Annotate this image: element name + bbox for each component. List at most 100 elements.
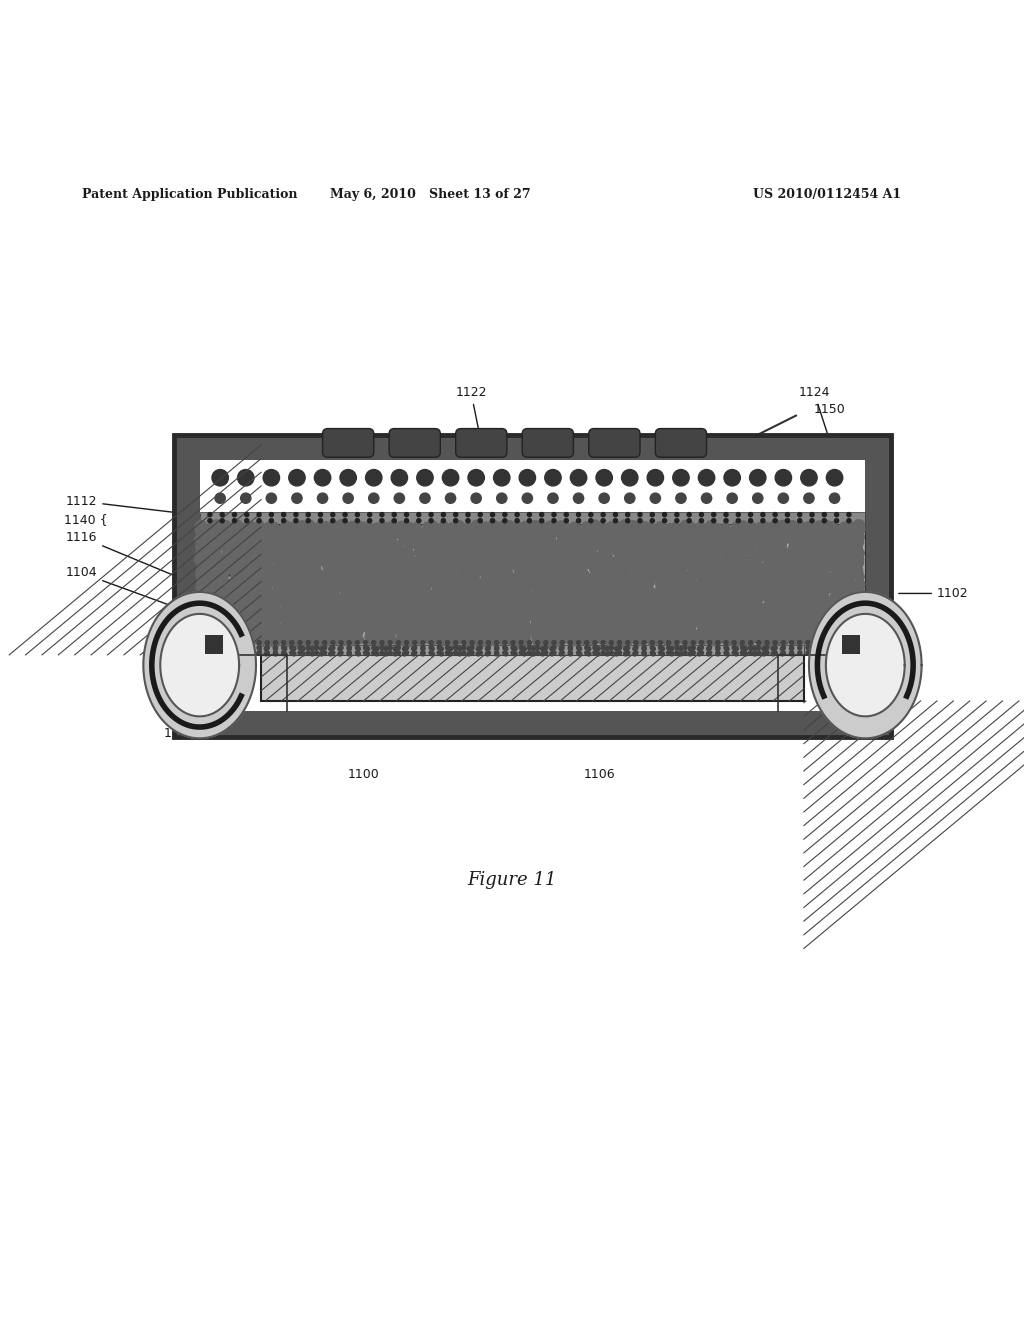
Circle shape bbox=[200, 560, 208, 566]
Circle shape bbox=[723, 535, 732, 544]
Circle shape bbox=[647, 540, 654, 548]
Circle shape bbox=[242, 537, 249, 544]
Circle shape bbox=[416, 638, 422, 644]
Circle shape bbox=[495, 594, 506, 606]
Circle shape bbox=[263, 565, 274, 576]
Circle shape bbox=[688, 652, 692, 656]
Circle shape bbox=[633, 652, 637, 656]
Circle shape bbox=[647, 524, 658, 535]
Circle shape bbox=[614, 598, 625, 609]
Circle shape bbox=[220, 634, 230, 643]
Circle shape bbox=[198, 539, 207, 546]
Circle shape bbox=[781, 590, 790, 598]
Circle shape bbox=[292, 647, 296, 651]
Circle shape bbox=[645, 602, 655, 612]
Circle shape bbox=[496, 528, 505, 537]
Circle shape bbox=[196, 525, 205, 536]
Text: 1124: 1124 bbox=[799, 385, 829, 437]
Circle shape bbox=[611, 585, 622, 595]
Circle shape bbox=[756, 630, 762, 638]
Circle shape bbox=[797, 558, 807, 569]
Circle shape bbox=[322, 541, 331, 550]
Circle shape bbox=[610, 577, 622, 589]
Circle shape bbox=[762, 611, 772, 622]
Circle shape bbox=[853, 545, 862, 556]
Circle shape bbox=[522, 581, 532, 591]
Circle shape bbox=[855, 535, 863, 543]
Circle shape bbox=[446, 535, 456, 545]
Circle shape bbox=[667, 640, 671, 644]
FancyBboxPatch shape bbox=[522, 429, 573, 457]
Circle shape bbox=[711, 576, 721, 586]
Circle shape bbox=[407, 540, 413, 546]
Circle shape bbox=[812, 585, 823, 597]
Circle shape bbox=[264, 610, 271, 618]
Circle shape bbox=[272, 612, 283, 622]
Circle shape bbox=[564, 528, 572, 537]
Circle shape bbox=[291, 537, 297, 544]
Circle shape bbox=[820, 537, 827, 544]
Circle shape bbox=[338, 554, 348, 565]
Circle shape bbox=[314, 651, 318, 655]
Circle shape bbox=[837, 623, 846, 632]
Circle shape bbox=[755, 532, 763, 540]
Circle shape bbox=[305, 561, 315, 572]
Circle shape bbox=[705, 557, 711, 564]
Circle shape bbox=[744, 624, 756, 636]
Circle shape bbox=[571, 525, 582, 536]
Circle shape bbox=[670, 536, 679, 545]
Circle shape bbox=[372, 537, 378, 544]
Circle shape bbox=[482, 632, 490, 642]
Circle shape bbox=[790, 640, 794, 644]
Circle shape bbox=[321, 521, 332, 532]
Circle shape bbox=[732, 627, 739, 635]
Circle shape bbox=[482, 564, 490, 572]
Circle shape bbox=[213, 634, 221, 640]
Circle shape bbox=[553, 524, 564, 536]
Circle shape bbox=[655, 632, 666, 643]
Circle shape bbox=[532, 638, 540, 644]
Circle shape bbox=[314, 627, 322, 634]
Circle shape bbox=[478, 640, 482, 644]
Circle shape bbox=[520, 546, 532, 558]
Circle shape bbox=[775, 470, 792, 486]
Circle shape bbox=[213, 529, 225, 543]
Circle shape bbox=[379, 624, 390, 635]
Circle shape bbox=[580, 568, 587, 574]
Circle shape bbox=[515, 618, 522, 624]
Circle shape bbox=[522, 652, 526, 656]
Circle shape bbox=[264, 601, 271, 609]
Circle shape bbox=[294, 519, 298, 523]
Circle shape bbox=[380, 552, 390, 562]
Circle shape bbox=[515, 549, 522, 557]
Circle shape bbox=[338, 647, 342, 651]
Circle shape bbox=[332, 546, 341, 556]
Circle shape bbox=[555, 570, 562, 577]
Circle shape bbox=[790, 566, 798, 576]
Circle shape bbox=[597, 594, 604, 601]
Circle shape bbox=[756, 626, 766, 636]
Circle shape bbox=[247, 624, 254, 631]
Circle shape bbox=[790, 570, 798, 578]
Circle shape bbox=[378, 611, 388, 622]
Circle shape bbox=[317, 494, 328, 503]
Circle shape bbox=[380, 622, 391, 634]
Circle shape bbox=[705, 531, 711, 536]
Circle shape bbox=[347, 585, 358, 597]
Circle shape bbox=[520, 562, 528, 570]
Circle shape bbox=[407, 589, 415, 597]
Circle shape bbox=[764, 599, 773, 609]
Circle shape bbox=[479, 603, 486, 611]
Circle shape bbox=[840, 619, 848, 627]
Circle shape bbox=[590, 599, 599, 609]
Circle shape bbox=[208, 570, 215, 577]
Circle shape bbox=[628, 521, 639, 533]
Circle shape bbox=[549, 606, 556, 614]
Circle shape bbox=[249, 560, 255, 566]
Circle shape bbox=[255, 628, 264, 638]
Circle shape bbox=[814, 595, 822, 603]
Circle shape bbox=[239, 624, 250, 635]
Circle shape bbox=[230, 583, 237, 589]
Circle shape bbox=[361, 619, 372, 628]
Circle shape bbox=[763, 546, 770, 554]
